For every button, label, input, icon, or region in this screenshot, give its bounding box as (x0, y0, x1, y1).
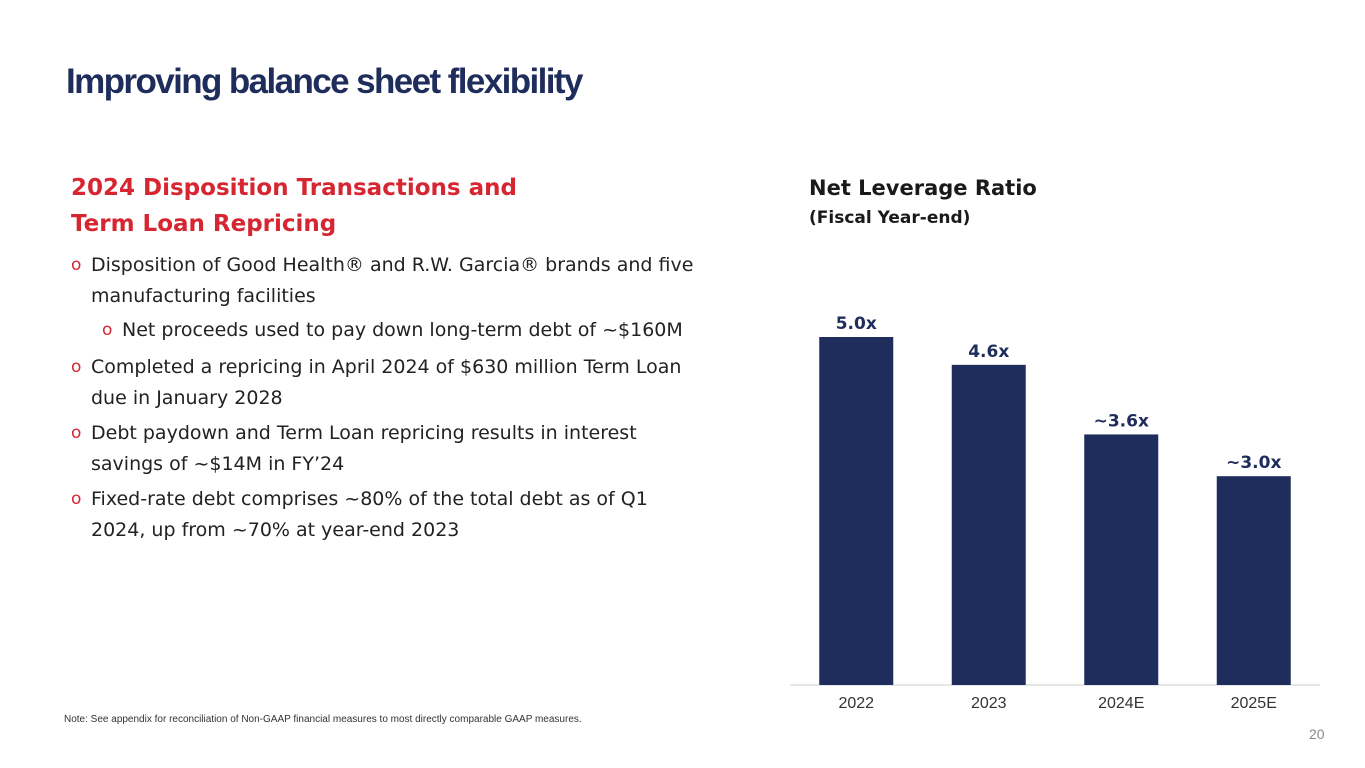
bullet-disposition: o Disposition of Good Health® and R.W. G… (71, 250, 693, 312)
x-tick-label-2023: 2023 (971, 695, 1007, 712)
data-label-2022: 5.0x (836, 314, 877, 334)
bar-2023 (951, 364, 1026, 685)
bar-2024e (1084, 434, 1159, 685)
bullet-fixed-rate-debt-line-2: 2024, up from ~70% at year-end 2023 (91, 519, 460, 541)
chart-subtitle: (Fiscal Year-end) (809, 208, 971, 228)
data-label-2025e: ~3.0x (1226, 453, 1281, 473)
sub-bullet-net-proceeds-text: Net proceeds used to pay down long-term … (122, 319, 683, 341)
bullet-interest-savings-line-2: savings of ~$14M in FY’24 (91, 453, 345, 475)
chart-title: Net Leverage Ratio (809, 176, 1037, 200)
section-heading: 2024 Disposition Transactions and Term L… (71, 170, 517, 242)
sub-bullet-net-proceeds: o Net proceeds used to pay down long-ter… (102, 315, 683, 346)
data-label-2024e: ~3.6x (1094, 411, 1149, 431)
bullet-interest-savings-line-1: Debt paydown and Term Loan repricing res… (91, 422, 637, 444)
page-number: 20 (1309, 726, 1325, 742)
x-tick-label-2025e: 2025E (1231, 695, 1277, 712)
bullet-repricing-line-1: Completed a repricing in April 2024 of $… (91, 356, 682, 378)
footnote: Note: See appendix for reconciliation of… (64, 714, 582, 725)
bullet-marker-icon: o (102, 320, 113, 340)
bullet-repricing-line-2: due in January 2028 (91, 387, 283, 409)
bullet-fixed-rate-debt-line-1: Fixed-rate debt comprises ~80% of the to… (91, 488, 648, 510)
bullet-marker-icon: o (71, 489, 82, 509)
bullet-disposition-line-2: manufacturing facilities (91, 285, 316, 307)
data-label-2023: 4.6x (968, 342, 1009, 362)
slide-title: Improving balance sheet flexibility (66, 62, 583, 101)
x-tick-label-2024e: 2024E (1098, 695, 1144, 712)
bullet-marker-icon: o (71, 255, 82, 275)
bullet-interest-savings: o Debt paydown and Term Loan repricing r… (71, 418, 637, 480)
section-heading-line-2: Term Loan Repricing (71, 211, 337, 237)
x-tick-label-2022: 2022 (838, 695, 874, 712)
section-heading-line-1: 2024 Disposition Transactions and (71, 175, 517, 201)
bullet-marker-icon: o (71, 357, 82, 377)
bullet-disposition-line-1: Disposition of Good Health® and R.W. Gar… (91, 254, 694, 276)
bar-2022 (819, 337, 894, 685)
bar-2025e (1216, 476, 1291, 685)
bullet-fixed-rate-debt: o Fixed-rate debt comprises ~80% of the … (71, 484, 648, 546)
bullet-repricing: o Completed a repricing in April 2024 of… (71, 352, 681, 414)
bullet-marker-icon: o (71, 423, 82, 443)
net-leverage-chart: 5.0x 2022 4.6x 2023 ~3.6x 2024E ~3.0x 2025E (790, 314, 1320, 712)
